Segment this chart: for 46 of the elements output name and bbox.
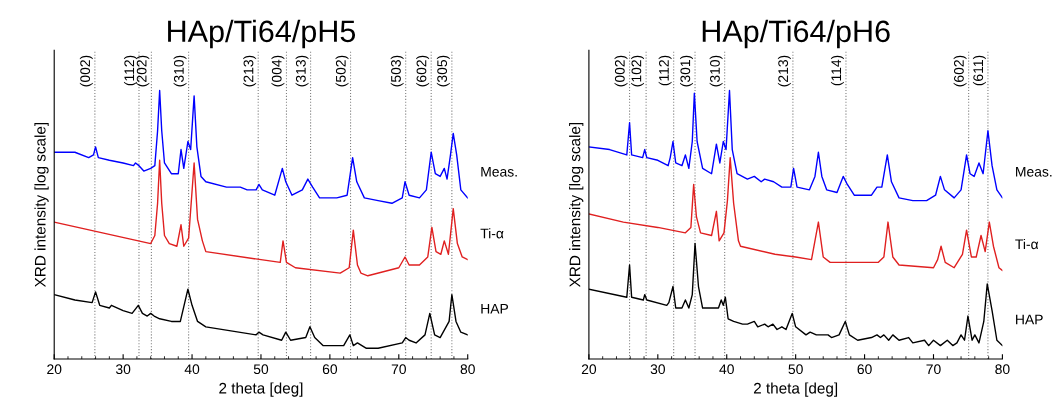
x-tick-label: 40 bbox=[184, 364, 200, 375]
annotation: (310) bbox=[173, 55, 187, 87]
series-label: Meas. bbox=[481, 166, 517, 177]
annotation: (301) bbox=[680, 55, 693, 87]
x-tick-label: 20 bbox=[581, 364, 597, 375]
annotation: (602) bbox=[953, 55, 967, 87]
y-axis-title: XRD intensity [log scale] bbox=[569, 122, 584, 288]
x-tick-label: 70 bbox=[391, 364, 406, 375]
x-tick-label: 60 bbox=[322, 364, 338, 375]
annotation: (112) bbox=[658, 55, 672, 86]
annotation: (310) bbox=[709, 55, 723, 87]
x-tick-label: 80 bbox=[995, 364, 1010, 375]
annotation: (502) bbox=[335, 55, 349, 87]
x-axis-title: 2 theta [deg] bbox=[219, 382, 303, 397]
chart-title: HAp/Ti64/pH6 bbox=[702, 19, 890, 49]
x-tick-label: 20 bbox=[47, 364, 62, 375]
x-tick-label: 40 bbox=[719, 364, 734, 375]
annotation: (611) bbox=[972, 55, 986, 86]
y-axis-title: XRD intensity [log scale] bbox=[34, 122, 49, 288]
x-tick-label: 30 bbox=[650, 364, 665, 375]
x-tick-label: 80 bbox=[460, 364, 475, 375]
annotation: (305) bbox=[436, 55, 450, 87]
series-label: HAP bbox=[1016, 314, 1043, 325]
x-tick-label: 30 bbox=[115, 364, 131, 375]
annotation: (002) bbox=[614, 55, 628, 87]
annotation: (213) bbox=[777, 55, 791, 87]
x-tick-label: 60 bbox=[857, 364, 872, 375]
series-label: Ti-α bbox=[1015, 238, 1039, 250]
series-label: Meas. bbox=[1016, 166, 1052, 177]
x-axis-title: 2 theta [deg] bbox=[753, 382, 838, 397]
series-label: HAP bbox=[481, 303, 509, 314]
annotation: (202) bbox=[136, 55, 150, 87]
annotation: (313) bbox=[295, 55, 309, 87]
x-tick-label: 50 bbox=[788, 364, 803, 375]
chart-title: HAp/Ti64/pH5 bbox=[168, 19, 356, 49]
annotation: (213) bbox=[243, 55, 257, 87]
annotation: (602) bbox=[416, 55, 430, 87]
annotation: (503) bbox=[390, 55, 404, 87]
series-label: Ti-α bbox=[480, 228, 504, 239]
annotation: (004) bbox=[271, 55, 285, 87]
x-tick-label: 70 bbox=[926, 364, 941, 375]
annotation: (002) bbox=[79, 55, 93, 87]
annotation: (112) bbox=[123, 55, 137, 86]
x-tick-label: 50 bbox=[253, 364, 269, 375]
annotation: (102) bbox=[631, 55, 645, 87]
annotation: (114) bbox=[830, 55, 844, 86]
